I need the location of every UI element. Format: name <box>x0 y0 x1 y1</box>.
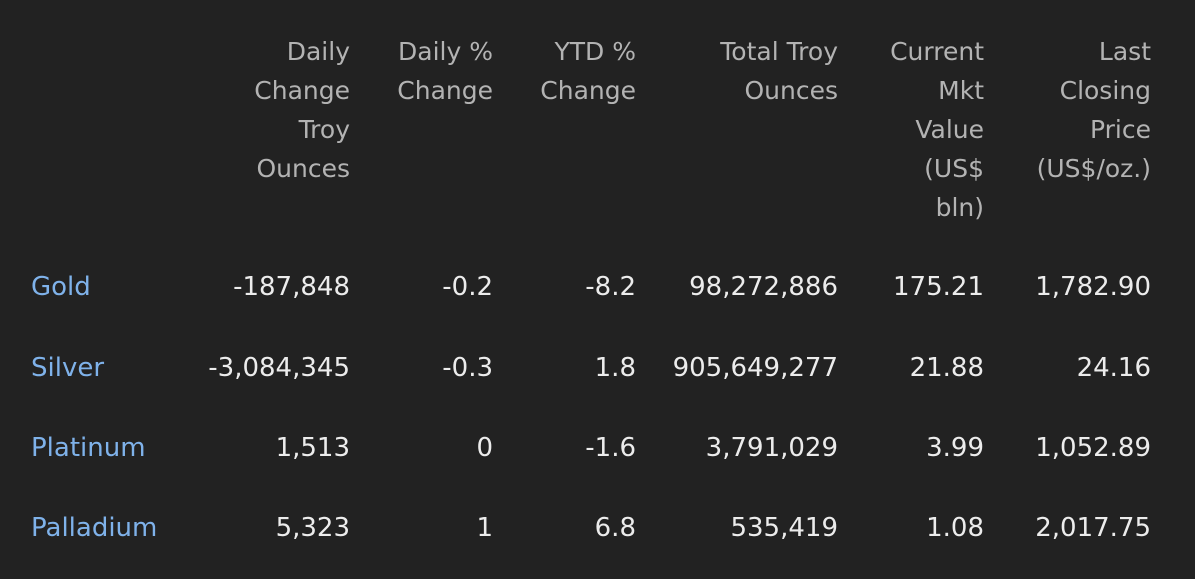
header-ytd-percent-change: YTD % Change <box>540 37 636 105</box>
table-row-platinum: Platinum 1,513 0 -1.6 3,791,029 3.99 1,0… <box>0 428 1195 468</box>
metal-link-silver[interactable]: Silver <box>31 353 105 383</box>
cell-daily-percent-change: 0 <box>476 433 493 463</box>
cell-last-closing-price: 1,782.90 <box>1035 272 1151 302</box>
cell-last-closing-price: 1,052.89 <box>1035 433 1151 463</box>
table-row-gold: Gold -187,848 -0.2 -8.2 98,272,886 175.2… <box>0 267 1195 307</box>
header-last-closing-price: Last Closing Price (US$/oz.) <box>1036 37 1151 183</box>
cell-total-troy-ounces: 535,419 <box>730 513 838 543</box>
cell-ytd-percent-change: -8.2 <box>585 272 636 302</box>
cell-last-closing-price: 2,017.75 <box>1035 513 1151 543</box>
metal-link-gold[interactable]: Gold <box>31 272 91 302</box>
cell-current-mkt-value: 175.21 <box>893 272 984 302</box>
cell-last-closing-price: 24.16 <box>1076 353 1151 383</box>
header-daily-percent-change: Daily % Change <box>397 37 493 105</box>
cell-total-troy-ounces: 98,272,886 <box>689 272 838 302</box>
metal-link-platinum[interactable]: Platinum <box>31 433 146 463</box>
cell-daily-change-troy-ounces: 1,513 <box>275 433 350 463</box>
table-row-palladium: Palladium 5,323 1 6.8 535,419 1.08 2,017… <box>0 508 1195 548</box>
cell-current-mkt-value: 1.08 <box>926 513 984 543</box>
cell-daily-change-troy-ounces: 5,323 <box>275 513 350 543</box>
cell-ytd-percent-change: 6.8 <box>594 513 636 543</box>
cell-total-troy-ounces: 3,791,029 <box>705 433 838 463</box>
table-row-silver: Silver -3,084,345 -0.3 1.8 905,649,277 2… <box>0 348 1195 388</box>
cell-current-mkt-value: 3.99 <box>926 433 984 463</box>
header-total-troy-ounces: Total Troy Ounces <box>720 37 838 105</box>
header-current-mkt-value: Current Mkt Value (US$ bln) <box>890 37 984 222</box>
cell-daily-change-troy-ounces: -187,848 <box>233 272 350 302</box>
cell-total-troy-ounces: 905,649,277 <box>672 353 838 383</box>
cell-daily-percent-change: -0.2 <box>442 272 493 302</box>
header-daily-change-troy-ounces: Daily Change Troy Ounces <box>254 37 350 183</box>
cell-current-mkt-value: 21.88 <box>909 353 984 383</box>
cell-daily-percent-change: -0.3 <box>442 353 493 383</box>
cell-ytd-percent-change: 1.8 <box>594 353 636 383</box>
metal-link-palladium[interactable]: Palladium <box>31 513 158 543</box>
cell-ytd-percent-change: -1.6 <box>585 433 636 463</box>
cell-daily-percent-change: 1 <box>476 513 493 543</box>
cell-daily-change-troy-ounces: -3,084,345 <box>208 353 350 383</box>
